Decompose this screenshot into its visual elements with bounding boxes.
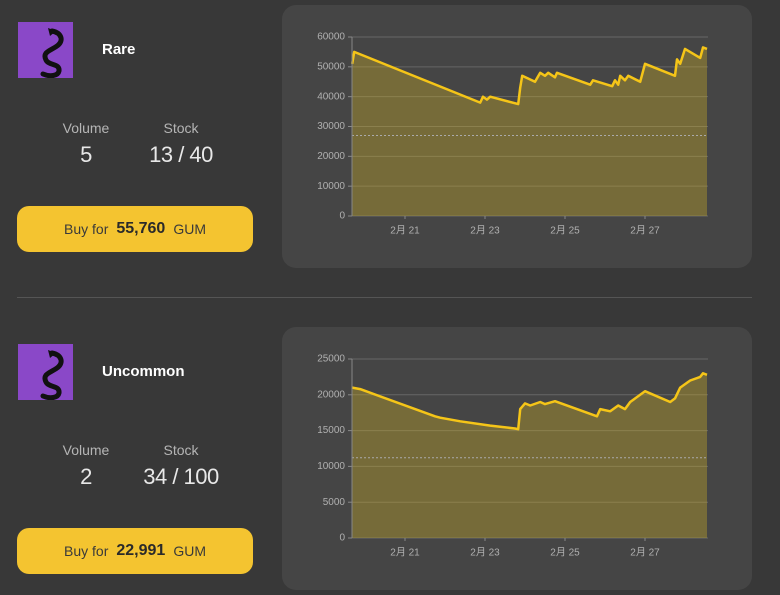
y-tick-label: 40000 (317, 91, 345, 102)
x-tick-label: 2月 23 (470, 225, 500, 237)
x-tick-label: 2月 25 (550, 547, 580, 559)
price-chart: 0 10000 20000 30000 40000 50000 60000 2月 21 2月 2… (317, 32, 708, 237)
y-tick-label: 25000 (317, 354, 345, 365)
y-tick-label: 10000 (317, 461, 345, 472)
x-tick-label: 2月 25 (550, 225, 580, 237)
currency: GUM (173, 543, 206, 559)
currency: GUM (173, 221, 206, 237)
stock-value: 34 / 100 (143, 464, 219, 489)
buy-prefix: Buy for (64, 543, 109, 559)
page: {"items": [ {"rarity": "Rare", "volume_l… (17, 5, 752, 590)
divider (17, 297, 752, 298)
snake-icon (40, 28, 64, 79)
x-tick-label: 2月 27 (630, 225, 660, 237)
snake-icon (40, 350, 64, 401)
stock-value: 13 / 40 (149, 142, 213, 167)
stock-label: Stock (163, 442, 199, 458)
y-tick-label: 20000 (317, 389, 345, 400)
y-tick-label: 60000 (317, 32, 345, 43)
buy-button[interactable]: Buy for 55,760 GUM (17, 206, 253, 252)
y-tick-label: 10000 (317, 181, 345, 192)
price: 22,991 (116, 542, 166, 559)
x-tick-label: 2月 21 (390, 225, 420, 237)
x-tick-label: 2月 23 (470, 547, 500, 559)
chart-panel: 0 5000 10000 15000 20000 25000 2月 21 2月 23 2月 25… (282, 327, 752, 590)
stock-label: Stock (163, 120, 199, 136)
area (352, 373, 707, 538)
price-chart: 0 5000 10000 15000 20000 25000 2月 21 2月 23 2月 25… (317, 354, 708, 559)
x-tick-label: 2月 27 (630, 547, 660, 559)
price-line (350, 46, 708, 106)
chart-panel: 0 10000 20000 30000 40000 50000 60000 2月 21 2月 2… (282, 5, 752, 268)
x-tick-label: 2月 21 (390, 547, 420, 559)
item-icon (18, 344, 73, 401)
buy-prefix: Buy for (64, 221, 109, 237)
y-tick-label: 30000 (317, 121, 345, 132)
price: 55,760 (116, 220, 166, 237)
y-tick-label: 20000 (317, 151, 345, 162)
price-line (351, 372, 708, 431)
volume-label: Volume (62, 442, 110, 458)
item-icon (18, 22, 73, 79)
y-tick-label: 5000 (323, 497, 346, 508)
volume-value: 2 (80, 464, 92, 489)
area (352, 47, 707, 217)
volume-value: 5 (80, 142, 92, 167)
volume-label: Volume (62, 120, 110, 136)
rarity: Uncommon (102, 363, 185, 380)
y-tick-label: 0 (339, 211, 345, 222)
y-tick-label: 15000 (317, 425, 345, 436)
rarity: Rare (102, 41, 136, 58)
y-tick-label: 50000 (317, 61, 345, 72)
y-tick-label: 0 (339, 533, 345, 544)
buy-button[interactable]: Buy for 22,991 GUM (17, 528, 253, 574)
